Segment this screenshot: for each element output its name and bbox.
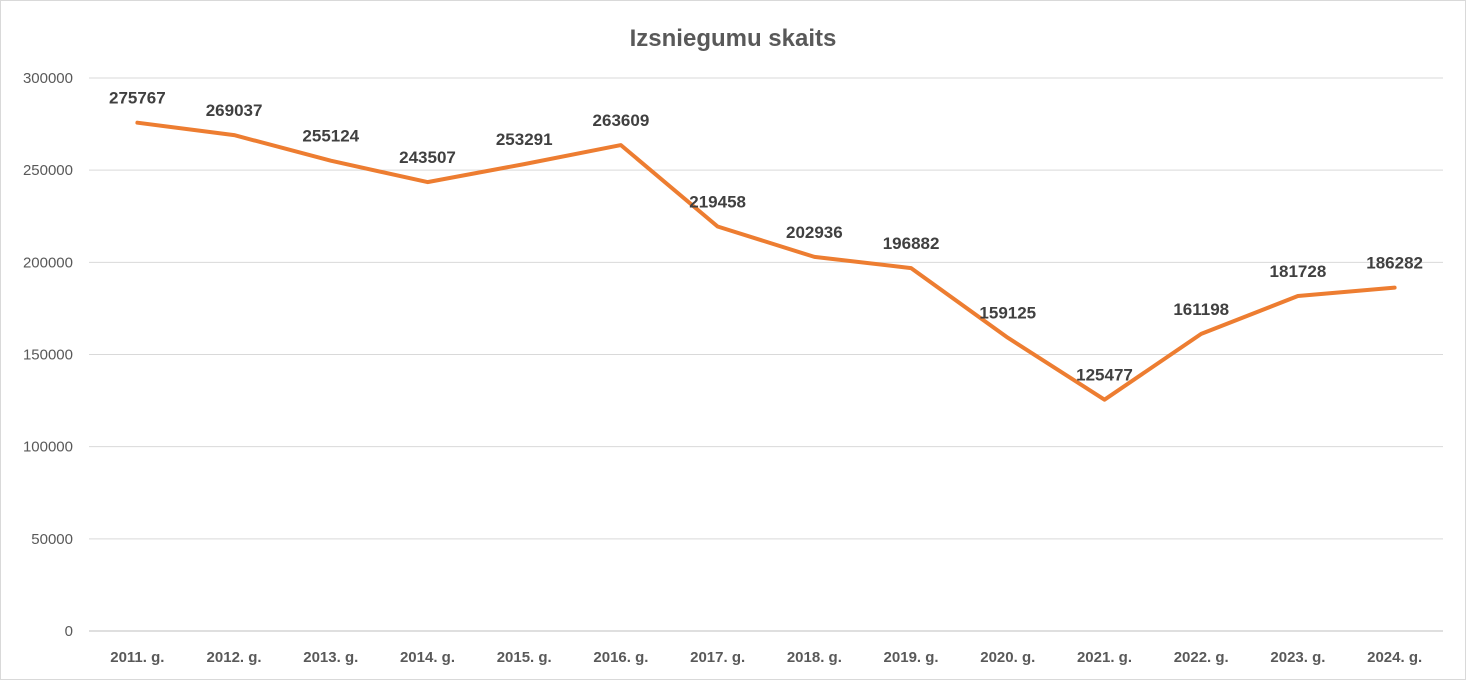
data-label: 159125 — [979, 304, 1036, 323]
data-label: 255124 — [302, 127, 359, 146]
y-tick-label: 250000 — [23, 162, 73, 179]
y-tick-label: 150000 — [23, 347, 73, 364]
y-tick-label: 100000 — [23, 439, 73, 456]
x-tick-label: 2014. g. — [400, 649, 455, 666]
x-tick-label: 2019. g. — [884, 649, 939, 666]
data-label: 181728 — [1270, 262, 1327, 281]
chart-title: Izsniegumu skaits — [630, 25, 837, 52]
y-tick-label: 200000 — [23, 254, 73, 271]
data-label: 219458 — [689, 192, 746, 211]
data-label: 253291 — [496, 130, 553, 149]
x-tick-label: 2017. g. — [690, 649, 745, 666]
x-tick-label: 2023. g. — [1270, 649, 1325, 666]
y-tick-label: 300000 — [23, 70, 73, 87]
x-tick-label: 2021. g. — [1077, 649, 1132, 666]
series-layer — [135, 120, 1397, 402]
data-label: 269037 — [206, 101, 263, 120]
data-label: 186282 — [1366, 254, 1423, 273]
x-tick-label: 2018. g. — [787, 649, 842, 666]
data-label: 263609 — [593, 111, 650, 130]
x-tick-label: 2011. g. — [110, 649, 164, 666]
data-labels: 275767 269037 255124 243507 253291 263609 2194… — [109, 89, 1423, 385]
data-label: 202936 — [786, 223, 843, 242]
gridlines — [89, 77, 1443, 632]
x-tick-label: 2020. g. — [980, 649, 1035, 666]
data-label: 161198 — [1173, 300, 1229, 319]
y-tick-label: 0 — [65, 623, 73, 640]
x-tick-label: 2012. g. — [207, 649, 262, 666]
data-label: 275767 — [109, 89, 166, 108]
x-tick-label: 2015. g. — [497, 649, 552, 666]
x-tick-label: 2013. g. — [303, 649, 358, 666]
y-axis-ticks: 0 50000 100000 150000 200000 250000 300000 — [23, 70, 73, 640]
data-label: 196882 — [883, 234, 940, 253]
y-tick-label: 50000 — [31, 531, 73, 548]
data-label: 243507 — [399, 148, 456, 167]
x-tick-label: 2022. g. — [1174, 649, 1229, 666]
series-line — [135, 120, 1397, 402]
x-tick-label: 2016. g. — [593, 649, 648, 666]
x-axis-ticks: 2011. g. 2012. g. 2013. g. 2014. g. 2015. g.… — [110, 649, 1422, 666]
data-label: 125477 — [1076, 366, 1133, 385]
x-tick-label: 2024. g. — [1367, 649, 1422, 666]
